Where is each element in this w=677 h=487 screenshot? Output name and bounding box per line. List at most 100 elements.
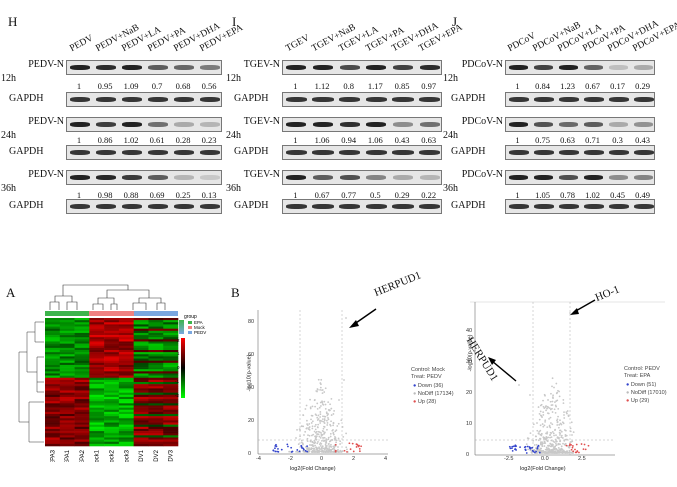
band <box>286 175 307 181</box>
heatmap-cell <box>104 356 120 359</box>
volcano-point <box>274 450 277 453</box>
volcano-plot-b <box>257 308 388 455</box>
heatmap-cell <box>59 420 75 423</box>
heatmap-cell <box>163 350 179 353</box>
volcano-point <box>301 447 303 449</box>
volcano-point <box>571 434 573 436</box>
volcano-point <box>553 447 556 449</box>
heatmap-cell <box>74 411 90 415</box>
heatmap-cell <box>74 394 90 398</box>
volcano-point <box>555 444 558 446</box>
heatmap-cell <box>89 403 105 406</box>
heatmap-cell <box>59 390 75 393</box>
volcano-point <box>317 378 320 381</box>
volcano-point <box>547 451 550 454</box>
heatmap-cell <box>104 354 120 357</box>
heatmap-cell <box>89 369 105 372</box>
volcano-point <box>334 439 337 441</box>
heatmap-cell <box>89 401 105 404</box>
volcano-point <box>296 428 298 431</box>
band <box>608 204 629 210</box>
volcano-point <box>309 439 312 442</box>
volcano-point <box>578 451 580 454</box>
volcano-point <box>568 444 571 447</box>
heatmap-cell <box>133 394 149 398</box>
volcano-point <box>543 445 546 447</box>
heatmap-cell <box>118 426 134 430</box>
band <box>583 97 604 103</box>
volcano-point <box>332 445 335 448</box>
heatmap-cell <box>148 354 164 357</box>
heatmap-cell <box>45 399 61 402</box>
heatmap-cell <box>59 435 75 438</box>
band <box>174 65 194 71</box>
band-quant: 0.56 <box>201 81 217 91</box>
volcano-point <box>552 444 555 446</box>
volcano-point <box>562 402 565 405</box>
heatmap-cell <box>45 384 61 387</box>
volcano-point <box>557 446 560 449</box>
heatmap-cell <box>133 377 149 381</box>
volcano-point <box>540 432 543 435</box>
heatmap: group EPA Mock PEDV 2 1 0 -1 -2 EPA3 EPA1… <box>18 284 206 462</box>
heatmap-cell <box>74 384 90 387</box>
volcano-2-legend-control: Control: PEDV <box>624 366 660 372</box>
volcano-point <box>556 437 559 439</box>
volcano-point <box>571 446 574 449</box>
gapdh-blot <box>66 92 222 107</box>
volcano-point <box>329 435 332 438</box>
volcano-point <box>546 437 548 439</box>
gapdh-blot <box>282 145 442 160</box>
volcano-point <box>333 410 336 412</box>
band <box>559 65 578 71</box>
volcano-point <box>316 416 319 419</box>
sample-label: EPA2 <box>80 449 86 462</box>
volcano-point <box>552 394 554 397</box>
band <box>70 175 90 181</box>
heatmap-cell <box>104 335 120 338</box>
volcano-point <box>549 442 552 445</box>
heatmap-cell <box>148 424 164 428</box>
volcano-point <box>580 443 583 445</box>
panel-letter-b: B <box>231 285 240 300</box>
volcano-point <box>538 418 541 421</box>
heatmap-cell <box>59 339 75 342</box>
band <box>633 204 654 210</box>
volcano-point <box>337 451 340 453</box>
sample-label: Mock3 <box>124 449 130 462</box>
heatmap-cell <box>45 352 61 355</box>
volcano-point <box>551 396 554 399</box>
heatmap-cell <box>74 399 90 402</box>
volcano-point <box>314 431 317 434</box>
heatmap-cell <box>133 388 149 391</box>
volcano-point <box>550 392 552 395</box>
heatmap-cell <box>148 330 164 334</box>
heatmap-cell <box>104 416 120 419</box>
volcano-point <box>563 443 566 446</box>
heatmap-cell <box>148 352 164 355</box>
volcano-point <box>558 431 561 434</box>
volcano-point <box>308 444 311 446</box>
volcano-point <box>348 442 351 445</box>
heatmap-cell <box>74 401 90 404</box>
band-quant: 0.43 <box>394 135 410 145</box>
axis-tick-label: -2 <box>288 456 293 462</box>
volcano-point <box>351 442 354 445</box>
band <box>339 122 360 128</box>
heatmap-cell <box>45 337 61 340</box>
heatmap-cell <box>148 384 164 387</box>
heatmap-cell <box>89 341 105 344</box>
heatmap-cell <box>59 441 75 445</box>
loading-label: GAPDH <box>234 200 269 211</box>
volcano-point <box>334 450 337 453</box>
heatmap-cell <box>118 324 134 327</box>
heatmap-cell <box>104 375 120 379</box>
volcano-point <box>553 434 555 437</box>
heatmap-cell <box>59 401 75 404</box>
band <box>559 175 578 181</box>
volcano-point <box>550 439 553 442</box>
volcano-point <box>550 432 553 434</box>
heatmap-cell <box>133 390 149 393</box>
heatmap-cell <box>89 428 105 432</box>
heatmap-cell <box>133 350 149 353</box>
